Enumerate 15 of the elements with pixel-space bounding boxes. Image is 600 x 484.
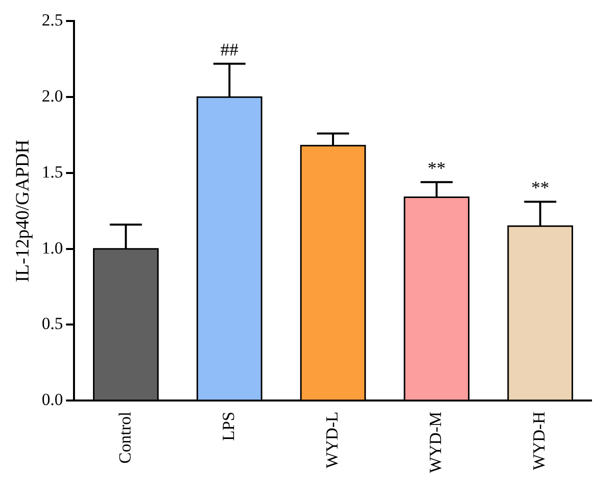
y-tick-label: 2.0 (42, 86, 64, 106)
y-axis-title: IL-12p40/GAPDH (12, 139, 34, 282)
x-tick-label: LPS (218, 412, 238, 441)
x-tick-label: Control (115, 411, 134, 464)
annotation: ** (531, 178, 550, 198)
y-tick-label: 0.0 (42, 390, 64, 410)
y-tick-label: 1.5 (42, 162, 64, 182)
y-tick-label: 0.5 (42, 314, 64, 334)
annotation: ** (428, 158, 446, 178)
x-tick-label: WYD-L (322, 412, 342, 468)
x-tick-label: WYD-H (530, 412, 549, 470)
annotation: ## (220, 39, 238, 60)
y-tick-label: 1.0 (42, 238, 64, 258)
y-tick-label: 2.5 (42, 10, 64, 30)
x-tick-label: WYD-M (426, 412, 446, 474)
